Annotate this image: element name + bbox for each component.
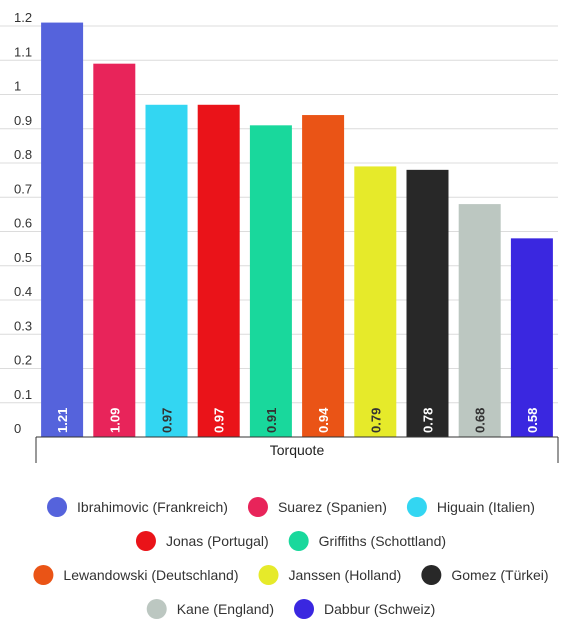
bar bbox=[145, 104, 188, 438]
bar bbox=[458, 204, 501, 437]
bar bbox=[302, 115, 345, 438]
bar-value-label: 0.97 bbox=[212, 408, 227, 433]
bar-value-label: 1.21 bbox=[55, 408, 70, 433]
bar bbox=[406, 169, 449, 437]
y-tick-label: 0.8 bbox=[14, 147, 32, 162]
x-axis-title: Torquote bbox=[270, 442, 325, 458]
y-axis-ticks: 0 0.1 0.2 0.3 0.4 0.5 0.6 0.7 0.8 0.9 1 1.1 1.2 bbox=[14, 10, 32, 436]
legend-entry-label: Jonas (Portugal) bbox=[166, 533, 269, 549]
y-tick-label: 0.9 bbox=[14, 113, 32, 128]
legend-entry-label: Dabbur (Schweiz) bbox=[324, 601, 435, 617]
bar-value-label: 0.79 bbox=[368, 408, 383, 433]
y-tick-label: 0 bbox=[14, 421, 21, 436]
y-tick-label: 0.6 bbox=[14, 216, 32, 231]
legend: Ibrahimovic (Frankreich) Suarez (Spanien)… bbox=[33, 497, 549, 619]
x-axis: Torquote bbox=[35, 436, 559, 463]
legend-entry-label: Higuain (Italien) bbox=[437, 499, 535, 515]
bar-value-label: 0.91 bbox=[264, 408, 279, 433]
legend-swatch bbox=[421, 565, 442, 585]
legend-swatch bbox=[47, 497, 68, 517]
y-tick-label: 0.3 bbox=[14, 318, 32, 333]
legend-entry-label: Kane (England) bbox=[177, 601, 274, 617]
legend-swatch bbox=[294, 599, 315, 619]
y-tick-label: 1.1 bbox=[14, 44, 32, 59]
y-tick-label: 1 bbox=[14, 79, 21, 94]
y-tick-label: 0.7 bbox=[14, 181, 32, 196]
legend-entry-label: Lewandowski (Deutschland) bbox=[63, 567, 238, 583]
legend-swatch bbox=[146, 599, 167, 619]
bar-value-label: 0.78 bbox=[421, 408, 436, 433]
y-tick-label: 0.1 bbox=[14, 387, 32, 402]
legend-swatch bbox=[258, 565, 279, 585]
bar-value-label: 0.94 bbox=[316, 407, 331, 433]
bar bbox=[249, 125, 292, 437]
bar-value-label: 1.09 bbox=[107, 408, 122, 433]
bar bbox=[197, 104, 240, 438]
bar bbox=[354, 166, 397, 438]
legend-swatch bbox=[406, 497, 427, 517]
legend-entry-label: Suarez (Spanien) bbox=[278, 499, 387, 515]
bar-value-label: 0.97 bbox=[160, 408, 175, 433]
bars: 1.21 1.09 0.97 0.97 0.91 0.94 0.79 0.78 0.68 0.58 bbox=[41, 22, 553, 438]
bar-value-label: 0.58 bbox=[525, 408, 540, 433]
y-tick-label: 0.2 bbox=[14, 353, 32, 368]
y-tick-label: 1.2 bbox=[14, 10, 32, 25]
bar bbox=[93, 63, 136, 438]
legend-swatch bbox=[135, 531, 156, 551]
legend-swatch bbox=[33, 565, 54, 585]
bar bbox=[510, 238, 553, 437]
legend-entry-label: Janssen (Holland) bbox=[289, 567, 402, 583]
bar-value-label: 0.68 bbox=[473, 408, 488, 433]
y-tick-label: 0.4 bbox=[14, 284, 32, 299]
y-tick-label: 0.5 bbox=[14, 250, 32, 265]
legend-swatch bbox=[247, 497, 268, 517]
legend-entry-label: Gomez (Türkei) bbox=[451, 567, 548, 583]
legend-entry-label: Ibrahimovic (Frankreich) bbox=[77, 499, 228, 515]
legend-swatch bbox=[288, 531, 309, 551]
legend-entry-label: Griffiths (Schottland) bbox=[319, 533, 446, 549]
bar bbox=[41, 22, 84, 437]
